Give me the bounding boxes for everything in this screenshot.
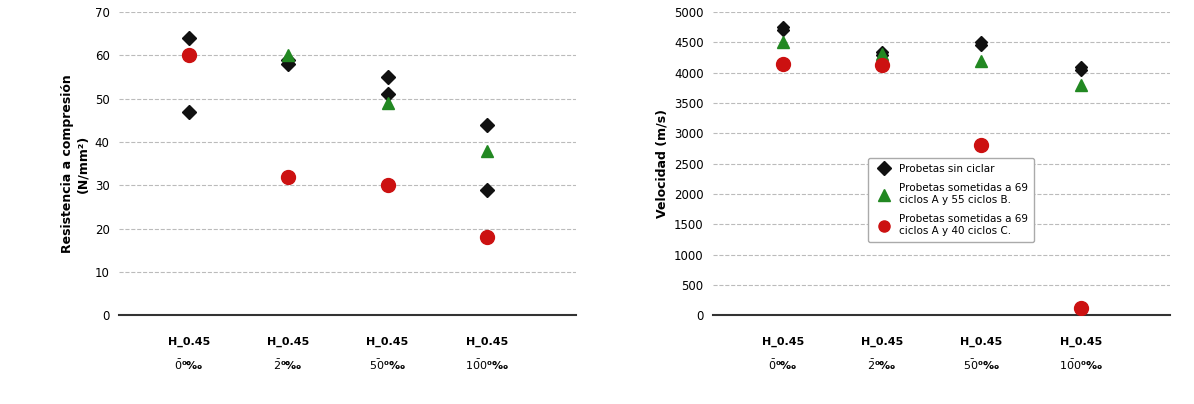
Text: H_0.45: H_0.45 xyxy=(367,336,408,347)
Text: $\bar{50}$⁰‰: $\bar{50}$⁰‰ xyxy=(369,358,406,372)
Text: $\bar{2}$⁰‰: $\bar{2}$⁰‰ xyxy=(273,358,303,372)
Legend: Probetas sin ciclar, Probetas sometidas a 69
ciclos A y 55 ciclos B., Probetas s: Probetas sin ciclar, Probetas sometidas … xyxy=(868,158,1034,242)
Text: H_0.45: H_0.45 xyxy=(267,336,309,347)
Text: H_0.45: H_0.45 xyxy=(1059,336,1102,347)
Text: $\bar{100}$⁰‰: $\bar{100}$⁰‰ xyxy=(1059,358,1103,372)
Text: H_0.45: H_0.45 xyxy=(762,336,804,347)
Text: H_0.45: H_0.45 xyxy=(466,336,507,347)
Text: $\bar{100}$⁰‰: $\bar{100}$⁰‰ xyxy=(464,358,509,372)
Y-axis label: Velocidad (m/s): Velocidad (m/s) xyxy=(656,109,669,218)
Y-axis label: Resistencia a compresión
(N/mm²): Resistencia a compresión (N/mm²) xyxy=(61,74,90,253)
Text: H_0.45: H_0.45 xyxy=(960,336,1003,347)
Text: H_0.45: H_0.45 xyxy=(861,336,903,347)
Text: $\bar{2}$⁰‰: $\bar{2}$⁰‰ xyxy=(867,358,897,372)
Text: $\bar{50}$⁰‰: $\bar{50}$⁰‰ xyxy=(964,358,999,372)
Text: $\bar{0}$⁰‰: $\bar{0}$⁰‰ xyxy=(768,358,798,372)
Text: H_0.45: H_0.45 xyxy=(168,336,210,347)
Text: $\bar{0}$⁰‰: $\bar{0}$⁰‰ xyxy=(174,358,204,372)
